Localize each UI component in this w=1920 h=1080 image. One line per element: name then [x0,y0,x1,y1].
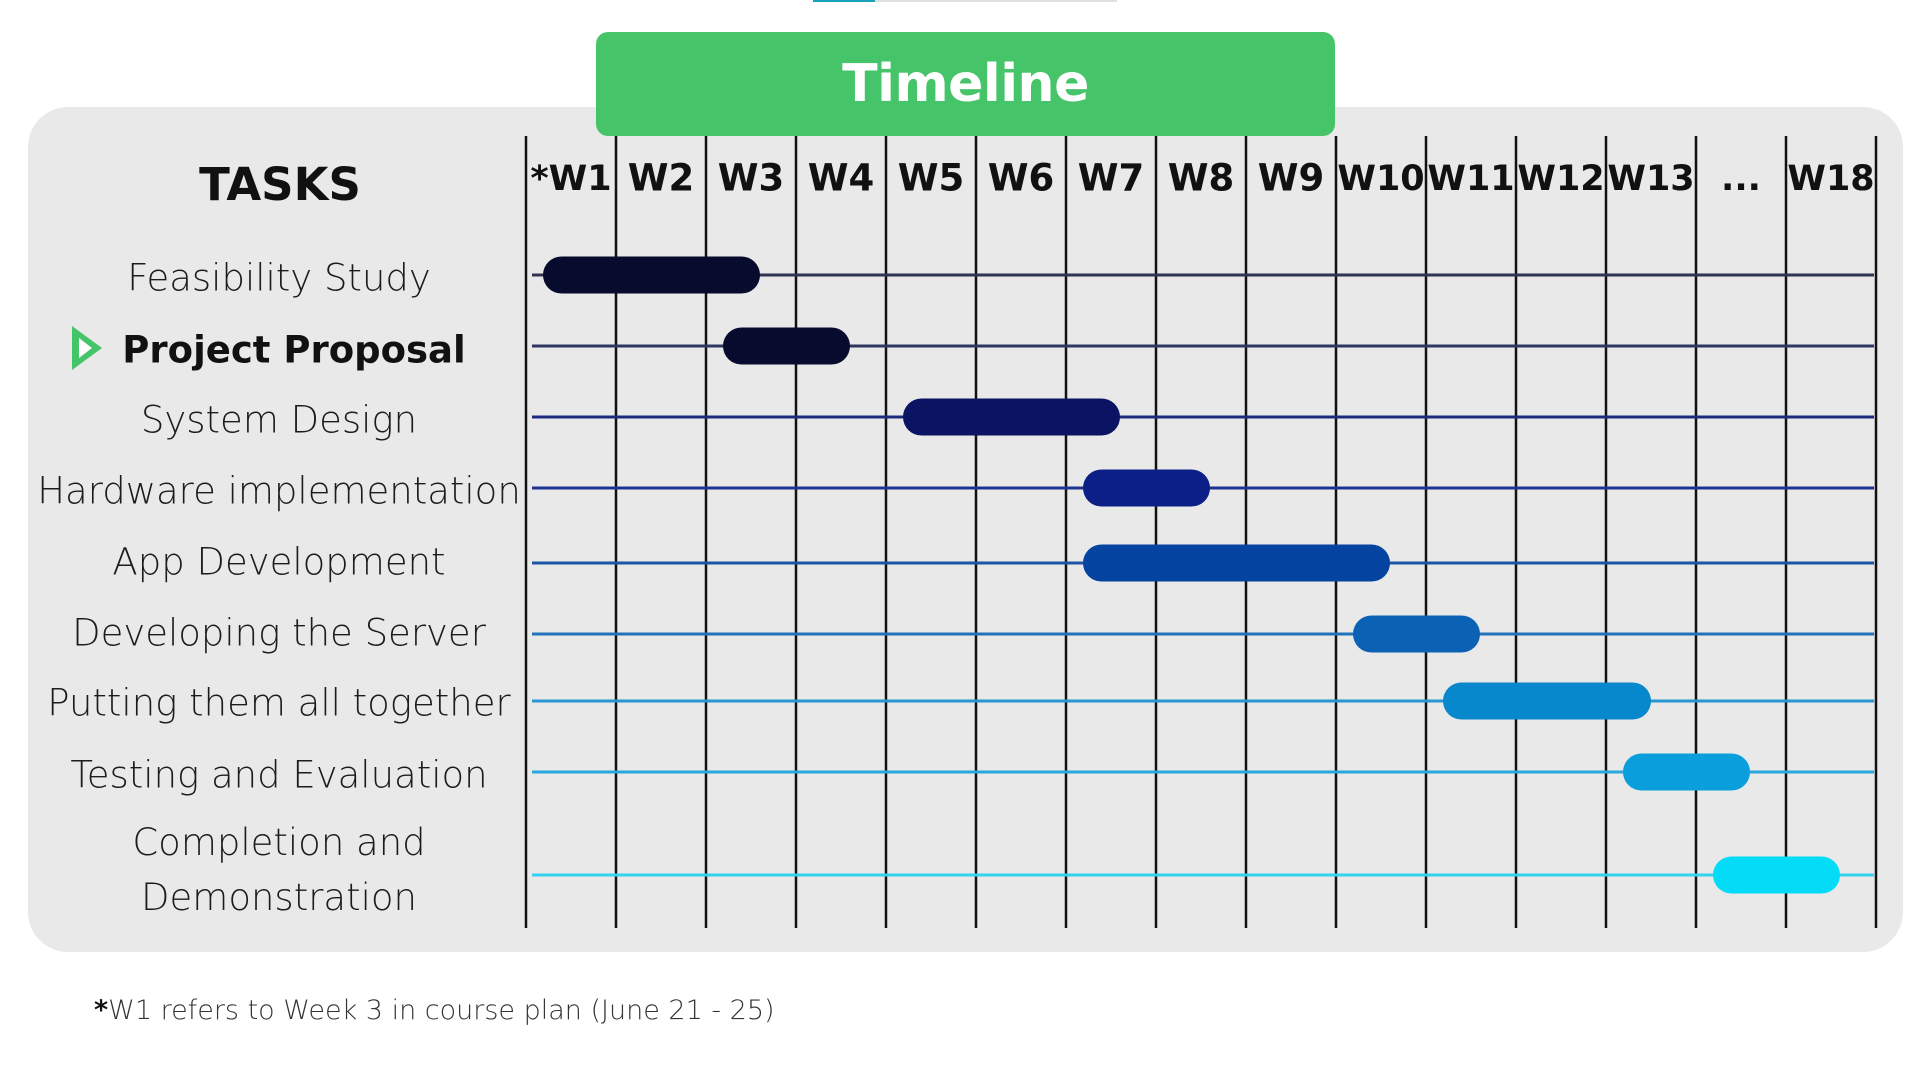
footnote-text: W1 refers to Week 3 in course plan (June… [108,995,775,1026]
timeline-panel [28,107,1903,952]
footnote-mark: * [94,995,109,1026]
task-bar-0 [543,256,760,294]
week-header-w10: W10 [1337,159,1424,199]
task-label: Hardware implementation [37,469,521,513]
task-bar-6 [1443,682,1651,720]
task-label: System Design [140,398,418,442]
week-header-w3: W3 [718,157,785,200]
task-bar-2 [903,398,1120,436]
week-header-w9: W9 [1258,157,1325,200]
timeline-title: Timeline [596,32,1335,136]
week-header-w11: W11 [1427,159,1514,199]
week-header-w12: W12 [1517,159,1604,199]
task-bar-3 [1083,469,1210,507]
task-bar-1 [723,327,850,365]
week-header-w5: W5 [898,157,965,200]
task-label: Completion and Demonstration [132,821,426,919]
top-strip [813,0,1117,2]
task-bar-4 [1083,544,1390,582]
week-header-w1: *W1 [530,159,611,199]
week-header-w13: W13 [1607,159,1694,199]
task-label: Developing the Server [72,611,486,655]
task-label: Testing and Evaluation [70,753,488,797]
task-label: Feasibility Study [127,256,431,300]
task-bar-7 [1623,753,1750,791]
week-header-w8: W8 [1168,157,1235,200]
tasks-heading: TASKS [199,158,361,211]
footnote: *W1 refers to Week 3 in course plan (Jun… [94,995,775,1026]
week-header-w2: W2 [628,157,695,200]
top-strip-accent [813,0,875,2]
task-label: Putting them all together [47,681,511,725]
task-label: App Development [112,540,446,584]
week-header-w7: W7 [1078,157,1145,200]
task-bar-8 [1713,856,1840,894]
week-header-w4: W4 [808,157,875,200]
task-label: Project Proposal [122,328,466,372]
week-header-ellipsis: ... [1721,159,1761,199]
current-task-marker-inner [79,338,92,358]
task-bar-5 [1353,615,1480,653]
week-header-w6: W6 [988,157,1055,200]
week-header-w18: W18 [1787,159,1874,199]
